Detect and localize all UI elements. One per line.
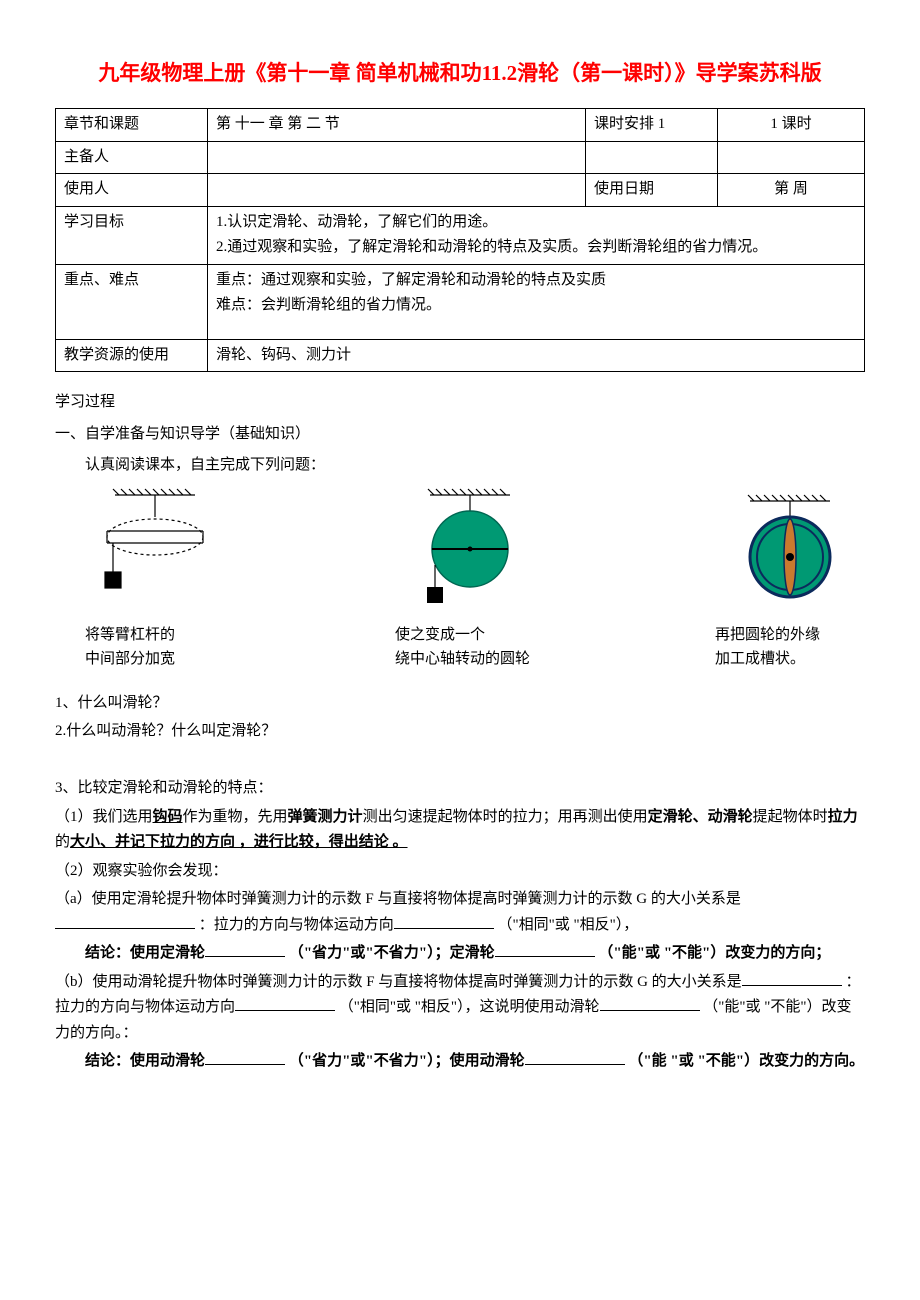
table-row: 使用人 使用日期 第 周: [56, 174, 865, 207]
cell: 重点：通过观察和实验，了解定滑轮和动滑轮的特点及实质 难点：会判断滑轮组的省力情…: [208, 264, 865, 339]
page-title: 九年级物理上册《第十一章 简单机械和功11.2滑轮（第一课时）》导学案苏科版: [55, 50, 865, 96]
text: （a）使用定滑轮提升物体时弹簧测力计的示数 F 与直接将物体提高时弹簧测力计的示…: [55, 891, 741, 907]
blank-input[interactable]: [205, 1049, 285, 1065]
q3-b: （b）使用动滑轮提升物体时弹簧测力计的示数 F 与直接将物体提高时弹簧测力计的示…: [55, 970, 865, 1047]
diagram-3-caption-b: 加工成槽状。: [715, 647, 805, 671]
section-1-heading: 一、自学准备与知识导学（基础知识）: [55, 422, 865, 448]
cell: [718, 141, 865, 174]
table-row: 学习目标 1.认识定滑轮、动滑轮，了解它们的用途。 2.通过观察和实验，了解定滑…: [56, 206, 865, 264]
text-bold: 定滑轮、动滑轮: [648, 809, 753, 825]
cell: 主备人: [56, 141, 208, 174]
text-bold: 钩码: [153, 809, 183, 825]
question-2: 2.什么叫动滑轮？什么叫定滑轮？: [55, 719, 865, 745]
text: （b）使用动滑轮提升物体时弹簧测力计的示数 F 与直接将物体提高时弹簧测力计的示…: [55, 974, 742, 990]
text: （"相同"或 "相反"），: [494, 917, 639, 933]
text: （"相同"或 "相反"），这说明使用动滑轮: [335, 999, 600, 1015]
question-1: 1、什么叫滑轮？: [55, 691, 865, 717]
diagram-3: 再把圆轮的外缘 加工成槽状。: [715, 487, 865, 671]
cell: 滑轮、钩码、测力计: [208, 339, 865, 372]
cell: [208, 141, 586, 174]
text: （"省力"或"不省力"）；使用动滑轮: [285, 1053, 525, 1069]
meta-table: 章节和课题 第 十一 章 第 二 节 课时安排 1 1 课时 主备人 使用人 使…: [55, 108, 865, 372]
text: 结论：使用定滑轮: [55, 945, 205, 961]
text-bold: 拉力: [828, 809, 858, 825]
text: （"省力"或"不省力"）；定滑轮: [285, 945, 495, 961]
table-row: 主备人: [56, 141, 865, 174]
q3-part1: （1）我们选用钩码作为重物，先用弹簧测力计测出匀速提起物体时的拉力；用再测出使用…: [55, 805, 865, 856]
diagram-1-caption-a: 将等臂杠杆的: [85, 623, 175, 647]
blank-input[interactable]: [600, 995, 700, 1011]
diagram-1-caption-b: 中间部分加宽: [85, 647, 175, 671]
process-heading: 学习过程: [55, 390, 865, 416]
cell: [208, 174, 586, 207]
question-3: 3、比较定滑轮和动滑轮的特点：: [55, 776, 865, 802]
table-row: 重点、难点 重点：通过观察和实验，了解定滑轮和动滑轮的特点及实质 难点：会判断滑…: [56, 264, 865, 339]
q3-a: （a）使用定滑轮提升物体时弹簧测力计的示数 F 与直接将物体提高时弹簧测力计的示…: [55, 887, 865, 938]
blank-input[interactable]: [525, 1049, 625, 1065]
q3-a-conclusion: 结论：使用定滑轮 （"省力"或"不省力"）；定滑轮 （"能"或 "不能"）改变力…: [55, 941, 865, 967]
blank-input[interactable]: [742, 970, 842, 986]
wheel-diagram-icon: [395, 487, 545, 617]
section-1-sub: 认真阅读课本，自主完成下列问题：: [55, 453, 865, 479]
q3-b-conclusion: 结论：使用动滑轮 （"省力"或"不省力"）；使用动滑轮 （"能 "或 "不能"）…: [55, 1049, 865, 1075]
cell: 使用日期: [586, 174, 718, 207]
text: ：拉力的方向与物体运动方向: [195, 917, 394, 933]
table-row: 教学资源的使用 滑轮、钩码、测力计: [56, 339, 865, 372]
cell: 章节和课题: [56, 109, 208, 142]
cell: [586, 141, 718, 174]
diagram-1: 将等臂杠杆的 中间部分加宽: [85, 487, 225, 671]
text: （"能"或 "不能"）改变力的方向；: [595, 945, 831, 961]
text: 测出匀速提起物体时的拉力；用再测出使用: [363, 809, 648, 825]
diagram-2-caption-b: 绕中心轴转动的圆轮: [395, 647, 530, 671]
diagram-2: 使之变成一个 绕中心轴转动的圆轮: [395, 487, 545, 671]
cell: 学习目标: [56, 206, 208, 264]
diagram-2-caption-a: 使之变成一个: [395, 623, 485, 647]
text: （1）我们选用: [55, 809, 153, 825]
q3-part2: （2）观察实验你会发现：: [55, 859, 865, 885]
blank-input[interactable]: [394, 913, 494, 929]
text-bold: 大小、并记下拉力的方向 ，进行比较，得出结论 。: [70, 834, 408, 850]
diagram-3-caption-a: 再把圆轮的外缘: [715, 623, 820, 647]
lever-diagram-icon: [85, 487, 225, 617]
text: 的: [55, 834, 70, 850]
cell: 1.认识定滑轮、动滑轮，了解它们的用途。 2.通过观察和实验，了解定滑轮和动滑轮…: [208, 206, 865, 264]
text: （"能 "或 "不能"）改变力的方向。: [625, 1053, 865, 1069]
cell: 教学资源的使用: [56, 339, 208, 372]
cell: 课时安排 1: [586, 109, 718, 142]
cell: 重点、难点: [56, 264, 208, 339]
table-row: 章节和课题 第 十一 章 第 二 节 课时安排 1 1 课时: [56, 109, 865, 142]
cell: 第 周: [718, 174, 865, 207]
diagram-row: 将等臂杠杆的 中间部分加宽 使之变成一个 绕中心轴转动的圆轮: [85, 487, 865, 671]
text: 作为重物，先用: [183, 809, 288, 825]
cell: 第 十一 章 第 二 节: [208, 109, 586, 142]
blank-input[interactable]: [55, 913, 195, 929]
text: 结论：使用动滑轮: [55, 1053, 205, 1069]
cell: 使用人: [56, 174, 208, 207]
blank-input[interactable]: [495, 941, 595, 957]
text-bold: 弹簧测力计: [288, 809, 363, 825]
cell: 1 课时: [718, 109, 865, 142]
text: 提起物体时: [753, 809, 828, 825]
pulley-diagram-icon: [715, 487, 865, 617]
blank-input[interactable]: [235, 995, 335, 1011]
blank-input[interactable]: [205, 941, 285, 957]
